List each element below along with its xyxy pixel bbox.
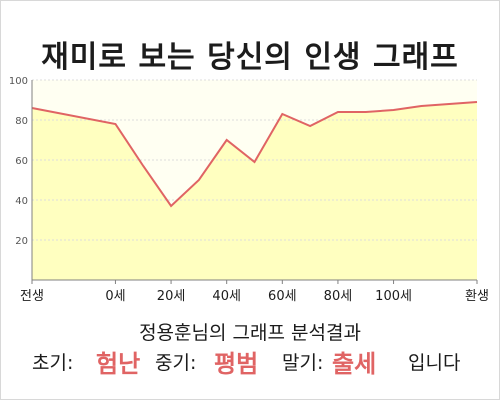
x-tick-label: 40세: [212, 289, 241, 304]
analysis-subtitle: 정용훈님의 그래프 분석결과: [139, 322, 361, 344]
early-value: 험난: [96, 350, 141, 378]
y-tick-label: 60: [15, 156, 28, 167]
x-tick-label: 60세: [268, 289, 297, 304]
series-line: [31, 101, 478, 208]
x-tick-label: 전생: [20, 289, 44, 304]
y-tick-label: 100: [9, 76, 28, 87]
chart-title: 재미로 보는 당신의 인생 그래프: [41, 40, 459, 75]
x-tick-label: 0세: [105, 289, 125, 304]
x-tick-label: 20세: [157, 289, 186, 304]
result-ending: 입니다: [408, 352, 461, 374]
early-label: 초기:: [32, 352, 74, 374]
x-tick-label: 80세: [324, 289, 353, 304]
area-fill: [32, 102, 477, 280]
x-tick-label: 환생: [465, 289, 489, 304]
middle-label: 중기:: [155, 352, 197, 374]
late-value: 출세: [332, 350, 377, 378]
late-label: 말기:: [282, 352, 324, 374]
y-tick-label: 40: [15, 196, 28, 207]
middle-value: 평범: [214, 350, 259, 378]
x-tick-label: 100세: [375, 289, 412, 304]
y-tick-label: 80: [15, 116, 28, 127]
y-tick-label: 20: [15, 236, 28, 247]
